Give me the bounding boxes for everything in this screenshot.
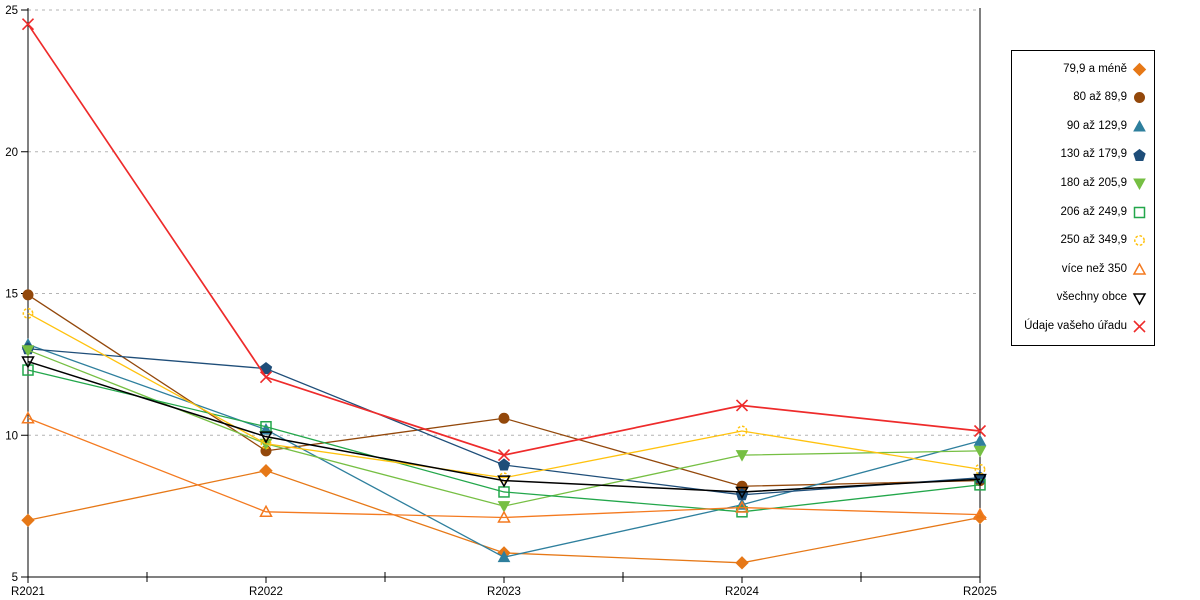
x-tick-label: R2024 [725, 586, 759, 598]
y-tick-label: 20 [5, 147, 18, 159]
triangle-up-marker [497, 550, 511, 563]
legend-label: více než 350 [1061, 262, 1127, 275]
circle-dashed-marker [22, 307, 34, 319]
circle-marker [498, 412, 510, 424]
legend-item: všechny obce [1012, 285, 1154, 312]
triangle-up-marker [259, 504, 273, 518]
y-tick-label: 15 [5, 289, 18, 301]
y-tick-label: 25 [5, 5, 18, 17]
legend-item: 130 až 179,9 [1012, 142, 1154, 169]
legend-label: 180 až 205,9 [1060, 176, 1127, 189]
legend-label: 250 až 349,9 [1060, 234, 1127, 247]
x-tick-label: R2022 [249, 586, 283, 598]
legend-item: 90 až 129,9 [1012, 113, 1154, 140]
legend-label: 130 až 179,9 [1060, 148, 1127, 161]
triangle-down-marker [497, 475, 511, 488]
triangle-down-marker [21, 356, 35, 369]
legend-label: Údaje vašeho úřadu [1024, 319, 1127, 332]
legend-item: více než 350 [1012, 256, 1154, 283]
triangle-down-marker [735, 450, 749, 462]
series-line [27, 294, 981, 487]
circle-dashed-marker [260, 438, 272, 450]
triangle-down-marker [259, 431, 273, 444]
legend-item: 80 až 89,9 [1012, 84, 1154, 111]
x-marker [735, 399, 749, 412]
circle-dashed-marker [1134, 235, 1145, 247]
series-line [27, 343, 981, 558]
legend-item: 180 až 205,9 [1012, 170, 1154, 197]
triangle-down-legend-icon [1132, 292, 1147, 306]
legend-label: 206 až 249,9 [1060, 205, 1127, 218]
pentagon-marker [497, 458, 511, 471]
x-tick-label: R2021 [11, 586, 45, 598]
triangle-down-marker [973, 445, 987, 458]
square-marker [1133, 206, 1146, 219]
legend-label: 79,9 a méně [1063, 62, 1127, 75]
series-line [27, 349, 981, 507]
x-tick-label: R2025 [963, 586, 997, 598]
triangle-up-marker [973, 507, 987, 520]
pentagon-marker [259, 361, 273, 375]
legend-item: 206 až 249,9 [1012, 199, 1154, 226]
triangle-down-marker [1133, 178, 1146, 191]
circle-dashed-legend-icon [1134, 235, 1145, 247]
x-legend-icon [1133, 320, 1146, 333]
series-line [27, 312, 981, 479]
y-tick-label: 5 [12, 572, 18, 584]
x-marker [259, 371, 273, 384]
diamond-marker [1132, 62, 1147, 77]
circle-marker [22, 289, 34, 301]
legend: 79,9 a méně 80 až 89,9 90 až 129,9 130 až 1… [1011, 50, 1155, 346]
x-tick-label: R2023 [487, 586, 521, 598]
square-marker [22, 364, 34, 376]
legend-item: 79,9 a méně [1012, 56, 1154, 83]
square-legend-icon [1133, 206, 1146, 219]
diamond-marker [259, 463, 273, 478]
triangle-down-marker [1132, 292, 1147, 306]
series-line [27, 369, 981, 513]
circle-dashed-marker [974, 463, 986, 475]
triangle-down-marker [973, 473, 987, 487]
legend-label: 80 až 89,9 [1073, 91, 1127, 104]
legend-label: všechny obce [1056, 291, 1127, 304]
triangle-up-marker [1132, 262, 1147, 275]
x-marker [1133, 320, 1146, 333]
legend-label: 90 až 129,9 [1066, 119, 1127, 132]
triangle-up-marker [21, 411, 35, 424]
circle-legend-icon [1134, 92, 1145, 104]
triangle-down-marker [735, 486, 749, 500]
series-line [27, 23, 981, 456]
triangle-up-marker [1133, 119, 1146, 132]
x-marker [497, 449, 511, 462]
x-marker [21, 18, 35, 31]
triangle-up-marker [735, 500, 749, 513]
series-line [27, 360, 981, 493]
triangle-up-legend-icon [1133, 119, 1146, 132]
diamond-marker [735, 556, 749, 570]
pentagon-legend-icon [1133, 148, 1146, 161]
triangle-up-marker [497, 510, 511, 523]
diamond-marker [21, 513, 35, 528]
diamond-legend-icon [1132, 62, 1147, 77]
legend-item: Údaje vašeho úřadu [1012, 313, 1154, 340]
y-tick-label: 10 [5, 430, 18, 442]
legend-item: 250 až 349,9 [1012, 227, 1154, 254]
triangle-down-marker [21, 345, 35, 357]
triangle-down-marker [497, 501, 511, 513]
circle-marker [1134, 92, 1145, 104]
series-line [27, 417, 981, 519]
x-marker [973, 424, 987, 438]
triangle-down-legend-icon [1133, 178, 1146, 191]
triangle-up-legend-icon [1132, 262, 1147, 275]
triangle-up-marker [973, 434, 987, 446]
circle-dashed-marker [736, 425, 748, 437]
pentagon-marker [1133, 148, 1146, 161]
